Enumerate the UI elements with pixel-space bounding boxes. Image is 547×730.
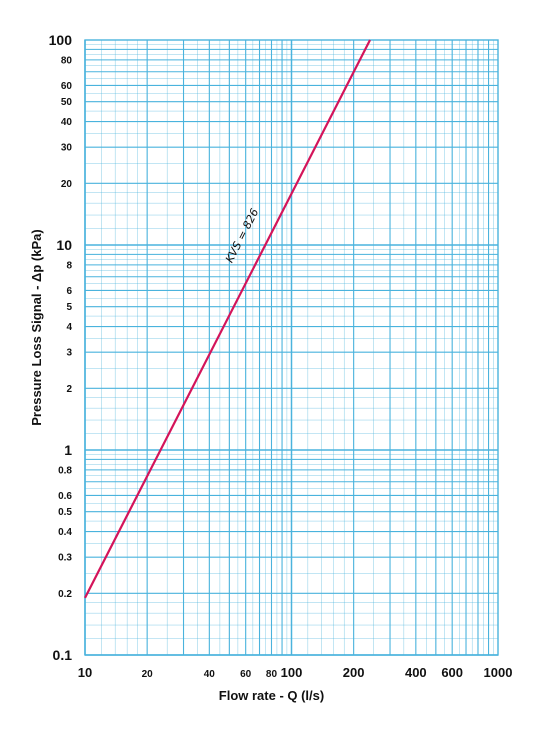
x-tick-label: 200 bbox=[343, 665, 365, 680]
y-tick-label: 6 bbox=[66, 286, 72, 297]
x-tick-labels: 10 20 40 60 80 100 200 400 600 1000 bbox=[78, 665, 513, 680]
y-tick-label: 10 bbox=[56, 237, 72, 253]
x-tick-label: 80 bbox=[266, 669, 278, 680]
y-tick-label: 4 bbox=[66, 322, 72, 333]
y-tick-label: 80 bbox=[61, 55, 73, 66]
y-tick-label: 20 bbox=[61, 179, 73, 190]
x-tick-label: 400 bbox=[405, 665, 427, 680]
x-tick-label: 20 bbox=[142, 669, 154, 680]
y-tick-label: 50 bbox=[61, 97, 73, 108]
y-tick-label: 0.8 bbox=[58, 465, 72, 476]
y-tick-label: 40 bbox=[61, 117, 73, 128]
x-tick-label: 40 bbox=[204, 669, 216, 680]
y-tick-label: 5 bbox=[66, 302, 72, 313]
plot-area-frame bbox=[84, 39, 499, 656]
y-tick-label: 0.4 bbox=[58, 527, 72, 538]
x-axis-title: Flow rate - Q (l/s) bbox=[219, 688, 324, 703]
series-layer: KVS = 826 bbox=[84, 39, 371, 599]
y-tick-label: 0.1 bbox=[53, 647, 73, 663]
series-line bbox=[84, 39, 371, 599]
x-tick-label: 100 bbox=[281, 665, 303, 680]
x-tick-label: 1000 bbox=[484, 665, 513, 680]
x-tick-label: 60 bbox=[240, 669, 252, 680]
grid-major-lines bbox=[84, 40, 498, 656]
y-tick-label: 0.6 bbox=[58, 491, 72, 502]
y-tick-label: 0.3 bbox=[58, 553, 72, 564]
y-tick-label: 2 bbox=[66, 384, 72, 395]
y-tick-label: 100 bbox=[49, 32, 73, 48]
y-axis-title: Pressure Loss Signal - Δp (kPa) bbox=[29, 229, 44, 425]
y-tick-label: 30 bbox=[61, 143, 73, 154]
y-tick-label: 8 bbox=[66, 260, 72, 271]
y-tick-label: 1 bbox=[64, 442, 72, 458]
y-tick-label: 0.2 bbox=[58, 589, 72, 600]
y-tick-label: 0.5 bbox=[58, 507, 72, 518]
y-tick-label: 3 bbox=[66, 348, 72, 359]
x-tick-label: 10 bbox=[78, 665, 92, 680]
x-tick-label: 600 bbox=[441, 665, 463, 680]
y-tick-labels: 0.1 0.2 0.3 0.4 0.5 0.6 0.8 1 2 3 4 5 6 8 10 20 30 40 50 60… bbox=[49, 32, 73, 663]
y-tick-label: 60 bbox=[61, 81, 73, 92]
